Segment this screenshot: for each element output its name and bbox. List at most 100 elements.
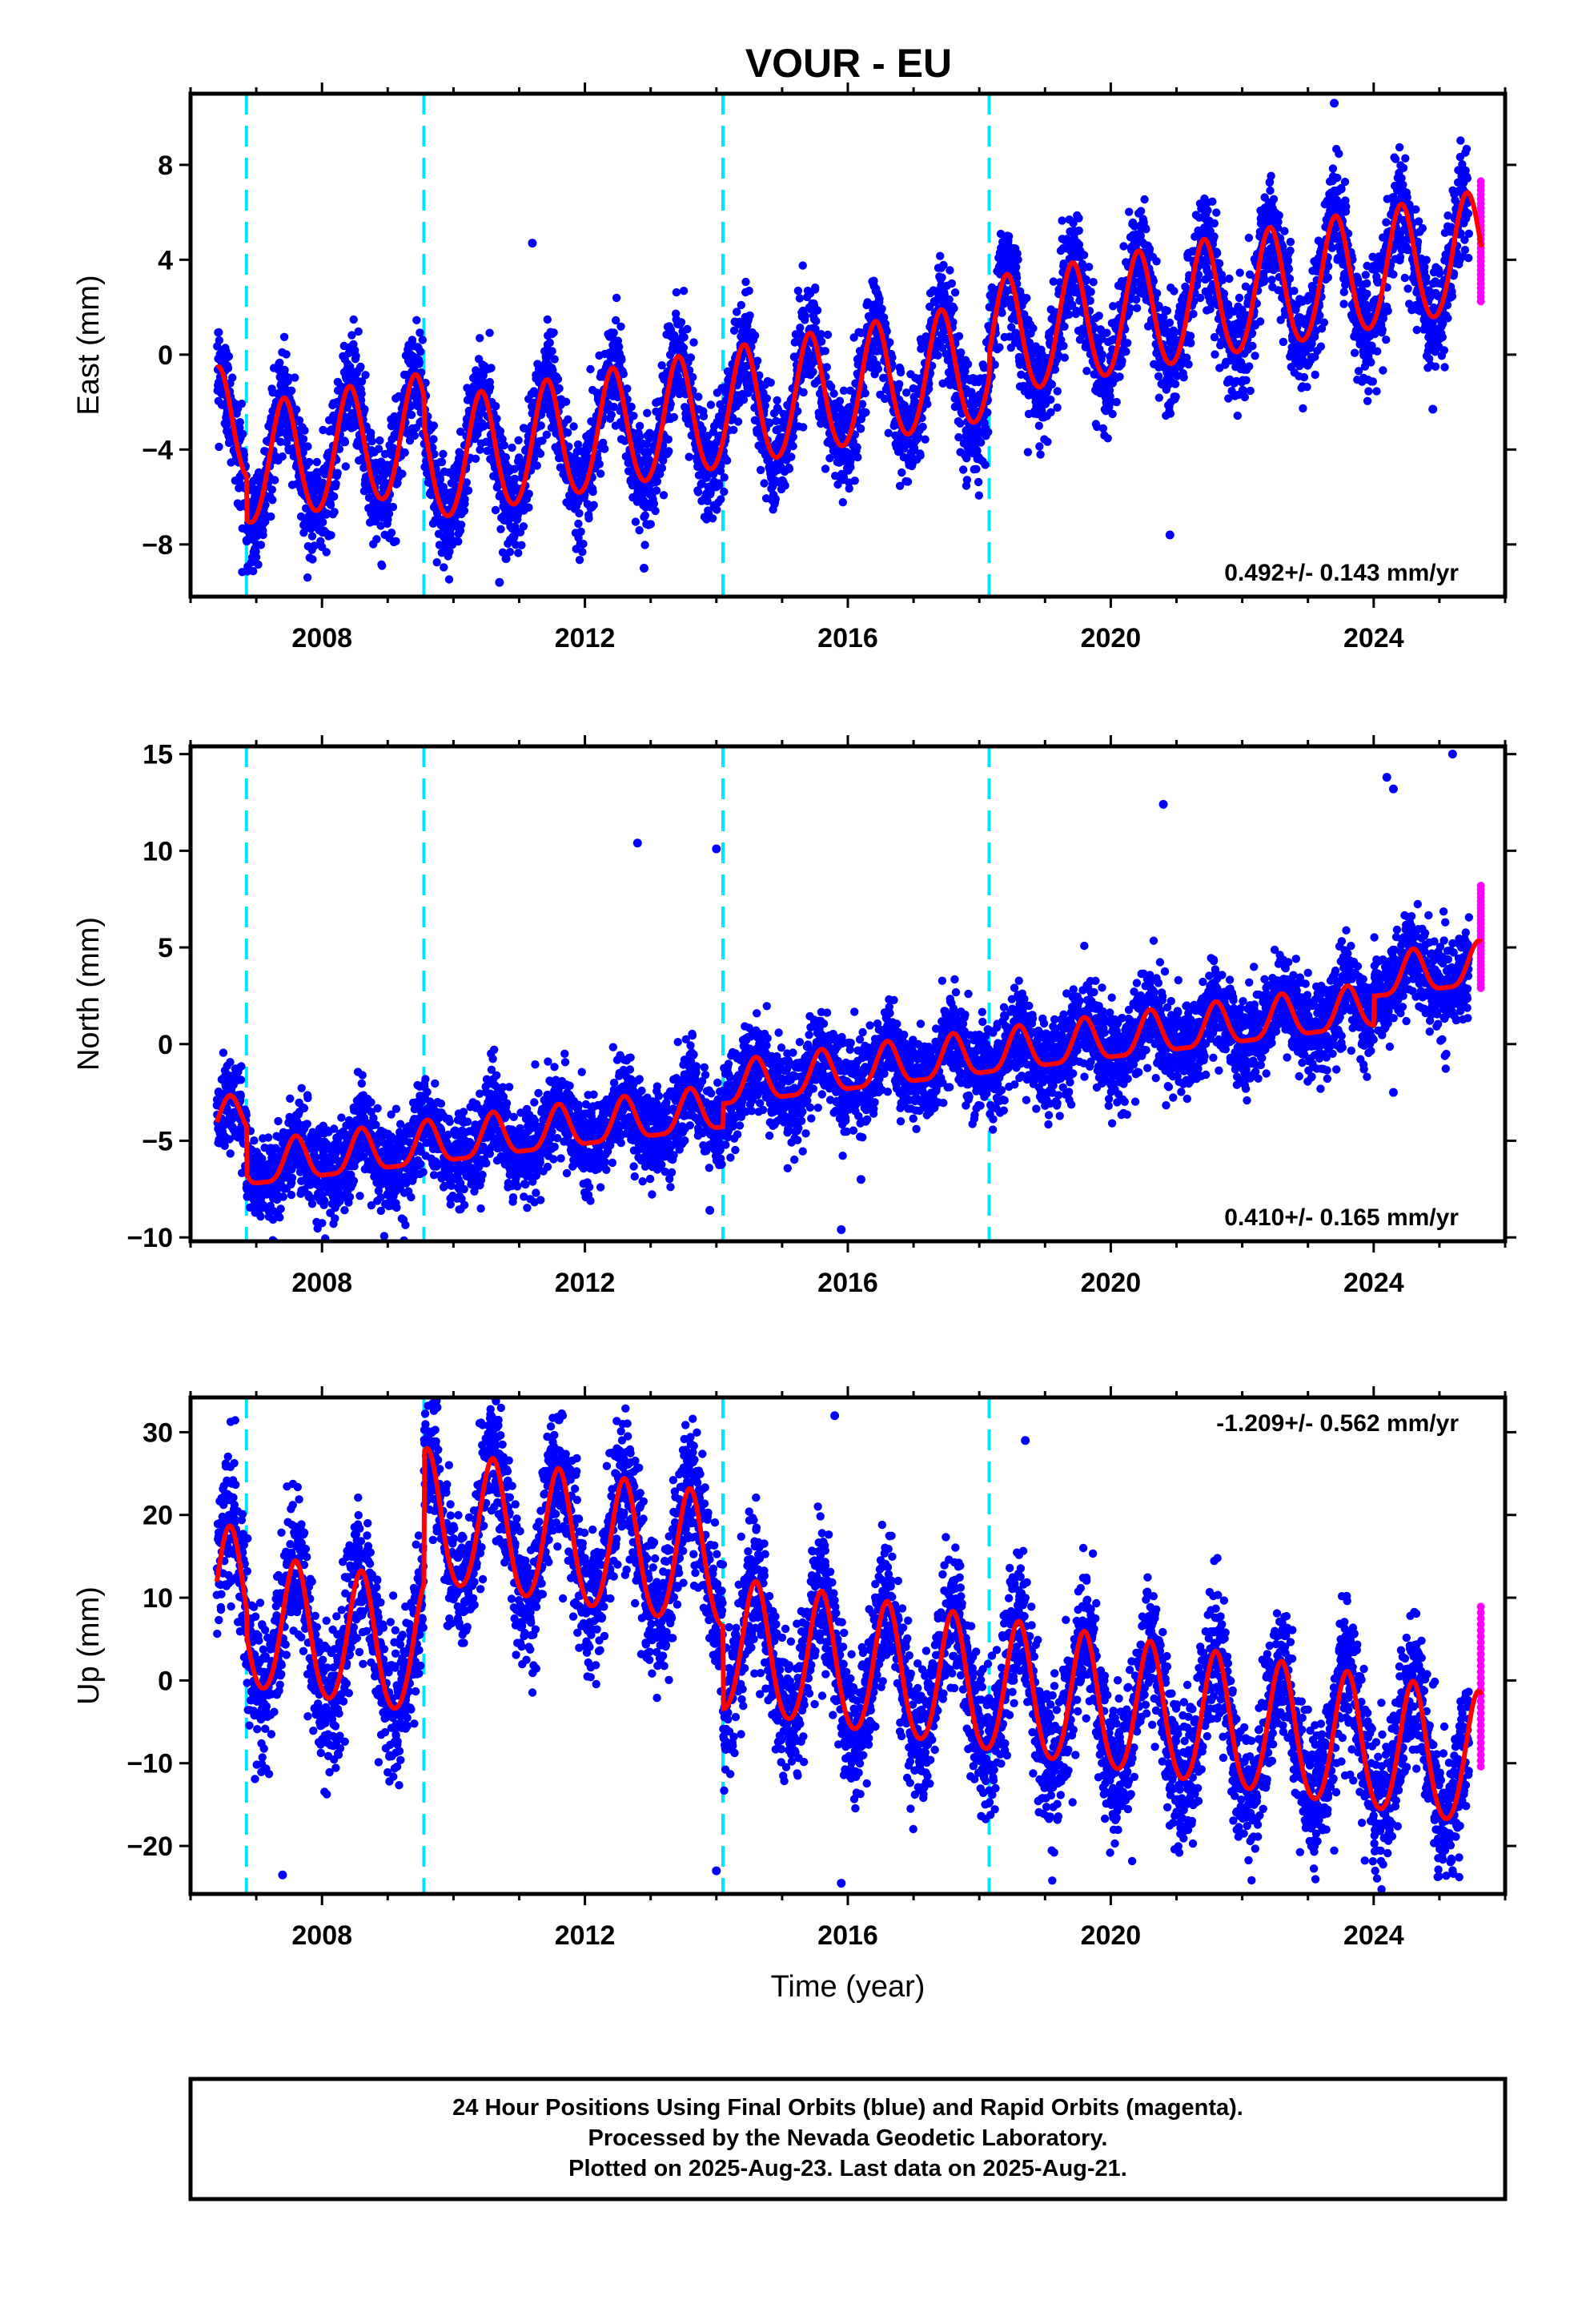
east-final-point: [773, 396, 781, 405]
east-final-point: [312, 457, 321, 467]
east-final-point: [962, 476, 972, 485]
east-final-point: [1043, 437, 1052, 446]
east-final-point: [853, 443, 861, 452]
east-final-point: [846, 463, 855, 472]
chart-title: VOUR - EU: [745, 41, 952, 86]
east-final-point: [861, 408, 870, 417]
east-final-point: [319, 425, 327, 435]
east-final-point: [651, 506, 660, 516]
east-final-point: [579, 540, 588, 549]
east-final-point: [249, 567, 258, 576]
east-final-point: [600, 444, 609, 453]
east-final-point: [440, 563, 448, 572]
east-final-point: [501, 452, 510, 462]
east-final-point: [761, 401, 769, 410]
east-final-point: [476, 445, 484, 454]
east-final-point: [349, 315, 358, 324]
east-final-point: [561, 397, 571, 406]
east-final-point: [1012, 263, 1021, 271]
east-final-point: [305, 457, 314, 467]
east-final-point: [347, 331, 356, 340]
east-final-point: [300, 426, 309, 435]
east-final-point: [686, 353, 696, 362]
east-final-point: [1210, 232, 1219, 241]
east-final-point: [1060, 353, 1070, 362]
east-final-point: [536, 449, 545, 458]
east-final-point: [496, 427, 505, 436]
east-final-point: [809, 368, 817, 376]
east-final-point: [1118, 356, 1126, 365]
east-final-point: [308, 555, 317, 564]
east-final-point: [303, 442, 312, 451]
east-final-point: [689, 372, 697, 382]
east-final-point: [729, 326, 739, 335]
east-final-point: [799, 423, 808, 432]
east-final-point: [1079, 251, 1089, 259]
east-final-point: [950, 288, 960, 297]
east-final-point: [322, 548, 331, 557]
east-final-point: [532, 461, 541, 470]
east-final-point: [683, 324, 692, 334]
east-final-point: [1060, 322, 1069, 331]
east-final-point: [789, 441, 797, 451]
east-final-point: [505, 548, 515, 557]
east-final-point: [715, 480, 724, 490]
east-final-point: [282, 350, 291, 359]
east-final-point: [609, 402, 619, 412]
east-final-point: [875, 294, 884, 304]
east-final-point: [827, 382, 836, 392]
east-final-point: [276, 437, 285, 446]
east-final-point: [1014, 255, 1022, 264]
east-final-point: [416, 328, 424, 337]
east-final-point: [330, 492, 339, 501]
east-final-point: [1189, 309, 1198, 319]
east-final-point: [303, 573, 312, 582]
east-final-point: [1154, 372, 1163, 381]
east-final-point: [1171, 392, 1180, 401]
east-final-point: [849, 333, 858, 342]
east-final-point: [1210, 219, 1219, 228]
east-final-point: [659, 456, 668, 465]
east-final-point: [407, 410, 416, 420]
east-final-point: [492, 414, 501, 423]
east-final-point: [1094, 312, 1103, 320]
east-final-point: [454, 537, 463, 546]
east-final-point: [596, 469, 605, 478]
east-final-point: [679, 344, 689, 352]
east-final-point: [492, 402, 500, 411]
east-final-point: [564, 415, 572, 424]
east-final-point: [299, 435, 308, 444]
east-final-point: [755, 371, 764, 380]
east-final-point: [750, 331, 760, 340]
east-final-point: [793, 407, 802, 416]
east-final-point: [1123, 339, 1132, 348]
east-final-point: [462, 478, 471, 487]
east-final-point: [1196, 293, 1205, 303]
east-final-point: [833, 480, 842, 489]
east-final-point: [319, 518, 327, 527]
east-final-point: [720, 473, 729, 482]
east-final-point: [508, 443, 516, 452]
east-final-point: [268, 496, 277, 505]
east-final-point: [1179, 373, 1188, 382]
east-final-point: [403, 429, 412, 438]
east-final-point: [575, 556, 584, 565]
east-final-point: [938, 273, 946, 282]
east-final-point: [1036, 450, 1045, 459]
east-final-point: [1098, 350, 1106, 359]
east-final-point: [375, 436, 384, 445]
east-final-point: [224, 352, 234, 361]
east-final-point: [762, 394, 771, 403]
east-final-point: [850, 476, 859, 485]
east-final-point: [845, 484, 853, 493]
east-final-point: [278, 452, 287, 461]
east-final-point: [685, 452, 693, 461]
east-final-point: [609, 328, 618, 337]
east-final-point: [665, 447, 673, 456]
east-final-point: [1225, 274, 1234, 283]
east-final-point: [1086, 296, 1094, 305]
east-final-point: [464, 486, 473, 495]
east-final-point: [340, 437, 350, 447]
east-final-point: [215, 442, 223, 452]
east-final-point: [1165, 318, 1174, 328]
